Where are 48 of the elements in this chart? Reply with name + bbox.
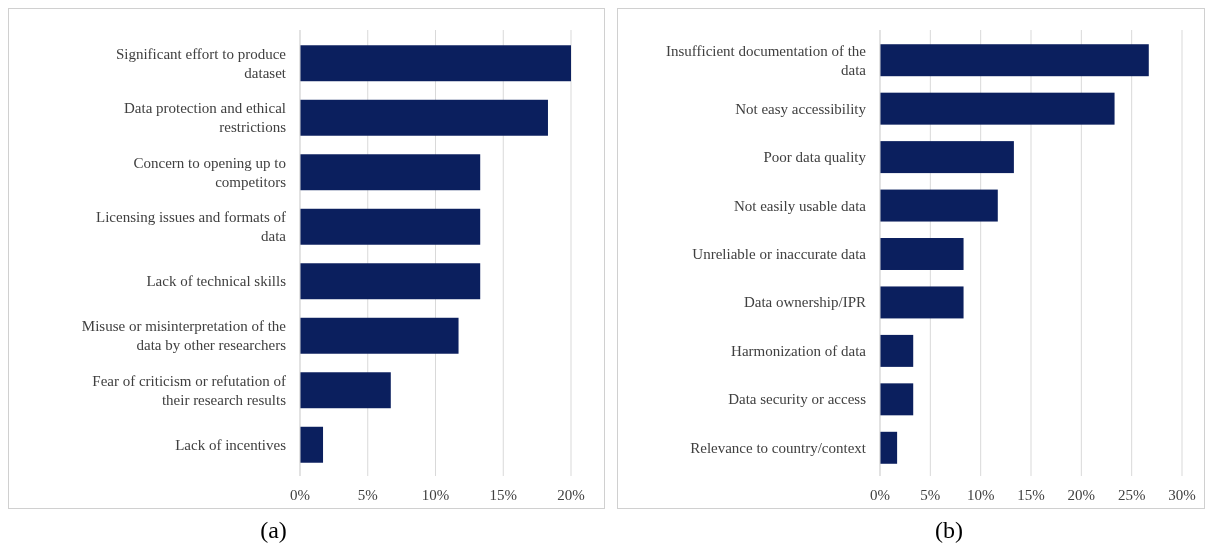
- bar: [880, 286, 964, 319]
- y-tick-label: Relevance to country/context: [690, 439, 867, 456]
- y-tick-label: Significant effort to produce dataset: [115, 45, 287, 81]
- x-tick-label: 25%: [1117, 487, 1146, 503]
- y-tick-label: Lack of technical skills: [146, 273, 287, 290]
- x-tick-label: 10%: [421, 487, 450, 503]
- y-tick-label: Data protection and ethical restrictions: [123, 100, 287, 136]
- text: (b): [935, 517, 963, 543]
- bar: [300, 317, 459, 354]
- bar: [300, 45, 571, 82]
- bar: [300, 426, 324, 463]
- y-tick-label: Not easy accessibility: [735, 100, 867, 117]
- x-tick-label: 10%: [966, 487, 995, 503]
- bar: [880, 141, 1014, 174]
- bar: [300, 263, 481, 300]
- bar: [880, 92, 1115, 125]
- y-tick-label: Lack of incentives: [175, 436, 287, 453]
- y-tick-label: Misuse or misinterpretation of the data by other researchers: [81, 318, 287, 354]
- y-tick-label: Poor data quality: [763, 149, 867, 166]
- y-tick-label: Fear of criticism or refutation of their research results: [92, 372, 287, 408]
- bar: [880, 431, 898, 464]
- bar: [880, 189, 998, 222]
- x-tick-label: 20%: [557, 487, 585, 503]
- x-tick-label: 5%: [357, 487, 378, 503]
- text: (a): [260, 517, 287, 543]
- bar: [300, 154, 481, 191]
- y-tick-label: Concern to opening up to competitors: [133, 154, 287, 190]
- y-tick-label: Unreliable or inaccurate data: [692, 246, 867, 262]
- y-tick-label: Insufficient documentation of the data: [665, 42, 867, 78]
- x-tick-label: 5%: [920, 487, 941, 503]
- x-tick-label: 20%: [1067, 487, 1096, 503]
- y-tick-label: Data ownership/IPR: [743, 294, 866, 311]
- y-tick-label: Licensing issues and formats of data: [96, 209, 287, 245]
- bar: [880, 334, 914, 367]
- x-tick-label: 0%: [290, 487, 310, 503]
- y-tick-label: Not easily usable data: [733, 197, 867, 214]
- bar: [880, 44, 1149, 77]
- y-tick-label: Harmonization of data: [731, 342, 867, 359]
- x-tick-label: 15%: [489, 487, 517, 503]
- x-tick-label: 30%: [1168, 487, 1196, 503]
- bar: [300, 208, 481, 245]
- y-tick-label: Data security or access: [728, 391, 867, 408]
- x-tick-label: 15%: [1017, 487, 1045, 503]
- bar: [300, 99, 548, 136]
- x-tick-label: 0%: [870, 487, 890, 503]
- bar: [300, 372, 391, 409]
- bar: [880, 238, 964, 270]
- bar: [880, 383, 914, 416]
